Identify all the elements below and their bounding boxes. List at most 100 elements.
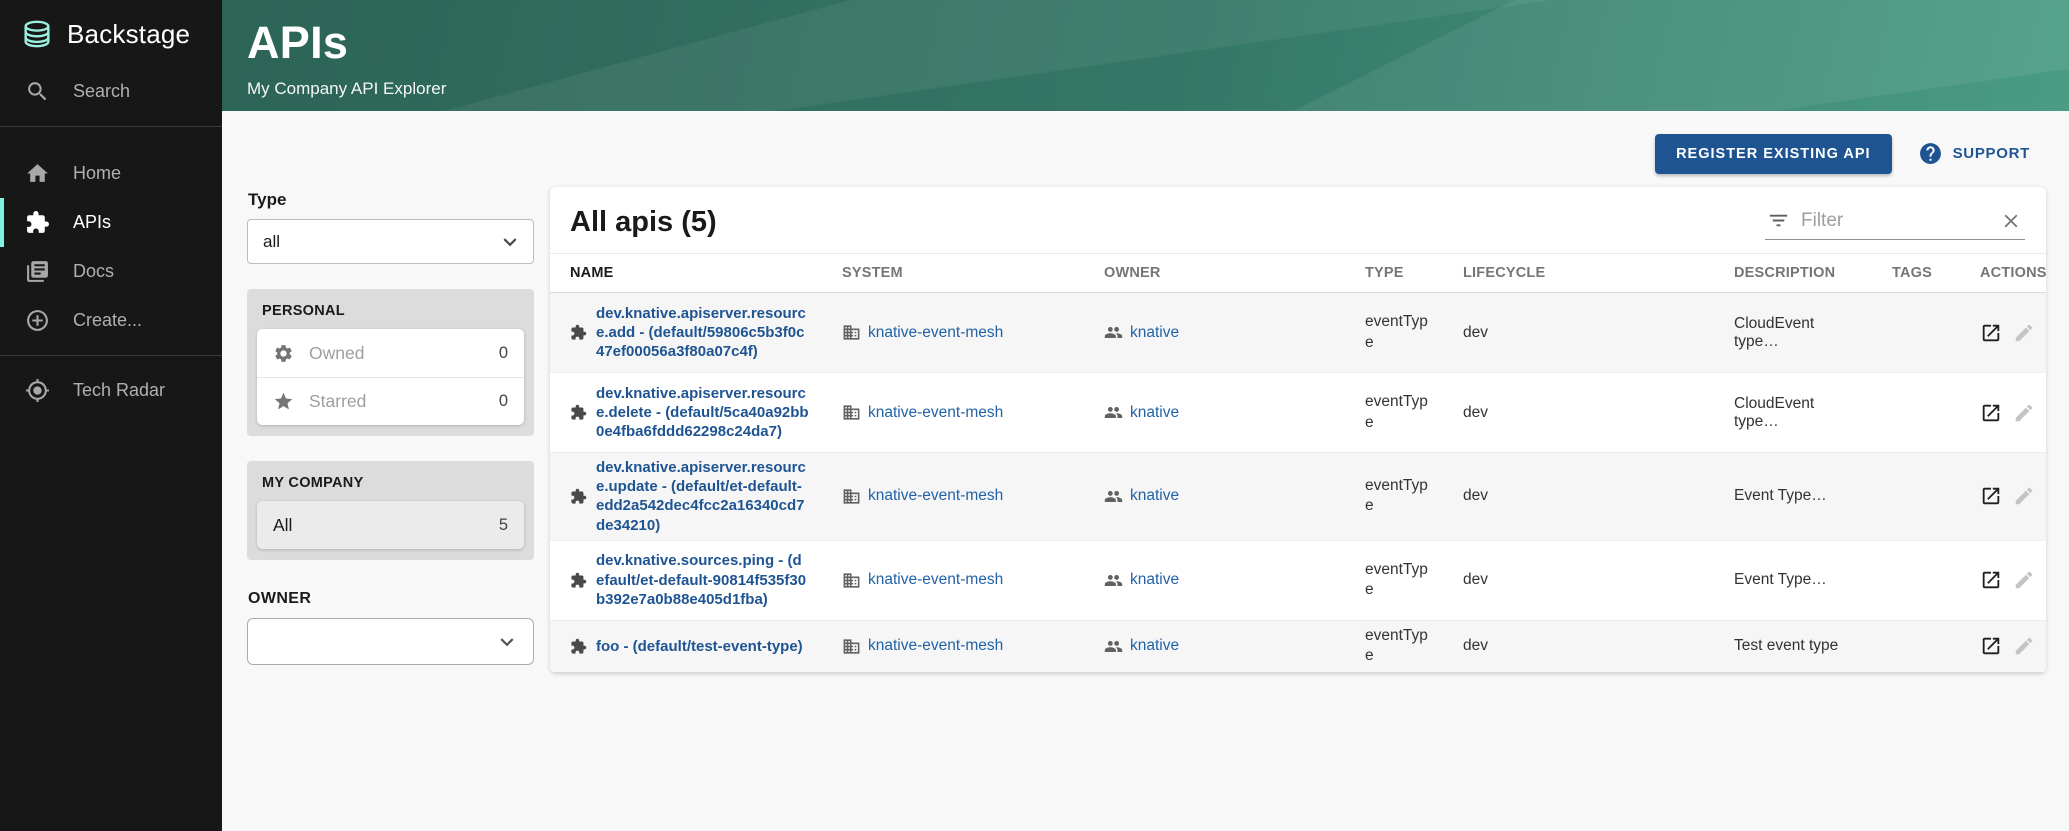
column-header-lifecycle[interactable]: LIFECYCLE bbox=[1447, 254, 1718, 293]
register-existing-api-button[interactable]: REGISTER EXISTING API bbox=[1655, 133, 1892, 174]
api-table: NAME SYSTEM OWNER TYPE LIFECYCLE DESCRIP… bbox=[550, 254, 2046, 673]
table-filter-input[interactable] bbox=[1801, 209, 1989, 232]
support-button[interactable]: SUPPORT bbox=[1918, 141, 2030, 166]
filter-item-owned[interactable]: Owned 0 bbox=[257, 329, 524, 377]
view-api-button[interactable] bbox=[1980, 322, 2002, 344]
building-icon bbox=[842, 403, 861, 422]
api-name-link[interactable]: foo - (default/test-event-type) bbox=[596, 637, 803, 655]
open-in-new-icon bbox=[1980, 635, 2002, 657]
sidebar-item-docs[interactable]: Docs bbox=[0, 247, 222, 296]
description-cell: CloudEvent type… bbox=[1734, 314, 1815, 350]
description-cell: Event Type… bbox=[1734, 487, 1827, 505]
system-link[interactable]: knative-event-mesh bbox=[842, 637, 1072, 656]
backstage-logo-icon bbox=[20, 17, 54, 51]
filter-item-starred[interactable]: Starred 0 bbox=[257, 377, 524, 425]
sidebar-item-label: Docs bbox=[73, 261, 115, 281]
column-header-name[interactable]: NAME bbox=[550, 254, 826, 293]
view-api-button[interactable] bbox=[1980, 485, 2002, 507]
owner-link[interactable]: knative bbox=[1104, 487, 1333, 506]
description-cell: Event Type… bbox=[1734, 571, 1827, 589]
api-name-link[interactable]: dev.knative.sources.ping - (default/et-d… bbox=[596, 552, 807, 608]
owner-link[interactable]: knative bbox=[1104, 637, 1333, 656]
building-icon bbox=[842, 487, 861, 506]
owner-link[interactable]: knative bbox=[1104, 323, 1333, 342]
api-name-link[interactable]: dev.knative.apiserver.resource.update - … bbox=[596, 459, 806, 534]
page-header: APIs My Company API Explorer bbox=[222, 0, 2069, 111]
api-puzzle-icon bbox=[570, 404, 587, 421]
type-filter-label: Type bbox=[248, 190, 287, 209]
system-link[interactable]: knative-event-mesh bbox=[842, 487, 1072, 506]
tags-cell bbox=[1876, 620, 1964, 672]
sidebar-item-label: Search bbox=[73, 81, 131, 101]
type-select-value: all bbox=[263, 231, 281, 251]
system-link[interactable]: knative-event-mesh bbox=[842, 323, 1072, 342]
search-icon bbox=[25, 79, 50, 104]
star-icon bbox=[273, 391, 294, 412]
api-table-card: All apis (5) NAME bbox=[550, 187, 2046, 673]
building-icon bbox=[842, 637, 861, 656]
column-header-owner[interactable]: OWNER bbox=[1088, 254, 1349, 293]
column-header-description[interactable]: DESCRIPTION bbox=[1718, 254, 1876, 293]
edit-api-button[interactable] bbox=[2013, 569, 2035, 591]
edit-pencil-icon bbox=[2013, 569, 2035, 591]
backstage-logo[interactable]: Backstage bbox=[0, 0, 222, 67]
chevron-down-icon bbox=[494, 629, 520, 655]
view-api-button[interactable] bbox=[1980, 402, 2002, 424]
api-name-link[interactable]: dev.knative.apiserver.resource.delete - … bbox=[596, 384, 809, 441]
lifecycle-cell: dev bbox=[1463, 637, 1488, 655]
owner-link[interactable]: knative bbox=[1104, 403, 1333, 422]
type-cell: eventType bbox=[1365, 627, 1428, 665]
filter-item-count: 0 bbox=[498, 343, 508, 362]
owner-select[interactable] bbox=[247, 618, 534, 665]
api-puzzle-icon bbox=[570, 324, 587, 341]
group-icon bbox=[1104, 403, 1123, 422]
view-api-button[interactable] bbox=[1980, 569, 2002, 591]
puzzle-icon bbox=[25, 210, 50, 235]
edit-api-button[interactable] bbox=[2013, 402, 2035, 424]
open-in-new-icon bbox=[1980, 322, 2002, 344]
sidebar-item-home[interactable]: Home bbox=[0, 149, 222, 198]
column-header-type[interactable]: TYPE bbox=[1349, 254, 1447, 293]
sidebar-item-search[interactable]: Search bbox=[0, 67, 222, 116]
column-header-system[interactable]: SYSTEM bbox=[826, 254, 1088, 293]
view-api-button[interactable] bbox=[1980, 635, 2002, 657]
edit-api-button[interactable] bbox=[2013, 635, 2035, 657]
lifecycle-cell: dev bbox=[1463, 571, 1488, 589]
group-icon bbox=[1104, 323, 1123, 342]
type-cell: eventType bbox=[1365, 393, 1428, 431]
edit-api-button[interactable] bbox=[2013, 322, 2035, 344]
building-icon bbox=[842, 323, 861, 342]
table-row: dev.knative.apiserver.resource.delete - … bbox=[550, 373, 2046, 453]
description-cell: Test event type bbox=[1734, 637, 1839, 655]
filter-item-label: Owned bbox=[309, 342, 365, 363]
table-row: dev.knative.apiserver.resource.update - … bbox=[550, 452, 2046, 541]
page-subtitle: My Company API Explorer bbox=[247, 79, 447, 98]
building-icon bbox=[842, 571, 861, 590]
sidebar-item-label: Tech Radar bbox=[73, 380, 166, 400]
type-select[interactable]: all bbox=[247, 219, 534, 264]
system-link[interactable]: knative-event-mesh bbox=[842, 403, 1072, 422]
personal-filter-group: PERSONAL Owned 0 Starred 0 bbox=[247, 289, 534, 436]
owner-link[interactable]: knative bbox=[1104, 571, 1333, 590]
lifecycle-cell: dev bbox=[1463, 403, 1488, 421]
edit-pencil-icon bbox=[2013, 485, 2035, 507]
sidebar-divider bbox=[0, 355, 222, 356]
open-in-new-icon bbox=[1980, 485, 2002, 507]
open-in-new-icon bbox=[1980, 402, 2002, 424]
docs-icon bbox=[25, 259, 50, 284]
clear-filter-button[interactable] bbox=[2000, 210, 2022, 232]
column-header-tags[interactable]: TAGS bbox=[1876, 254, 1964, 293]
filter-item-all[interactable]: All 5 bbox=[257, 501, 524, 549]
sidebar-item-tech-radar[interactable]: Tech Radar bbox=[0, 366, 222, 415]
sidebar: Backstage Search Home APIs Docs Create..… bbox=[0, 0, 222, 831]
edit-pencil-icon bbox=[2013, 322, 2035, 344]
edit-api-button[interactable] bbox=[2013, 485, 2035, 507]
page-title: APIs bbox=[247, 17, 349, 68]
home-icon bbox=[25, 161, 50, 186]
sidebar-item-apis[interactable]: APIs bbox=[0, 198, 222, 247]
system-link[interactable]: knative-event-mesh bbox=[842, 571, 1072, 590]
logo-text: Backstage bbox=[67, 18, 191, 49]
api-name-link[interactable]: dev.knative.apiserver.resource.add - (de… bbox=[596, 304, 806, 361]
sidebar-item-create[interactable]: Create... bbox=[0, 296, 222, 345]
tech-radar-icon bbox=[25, 378, 50, 403]
